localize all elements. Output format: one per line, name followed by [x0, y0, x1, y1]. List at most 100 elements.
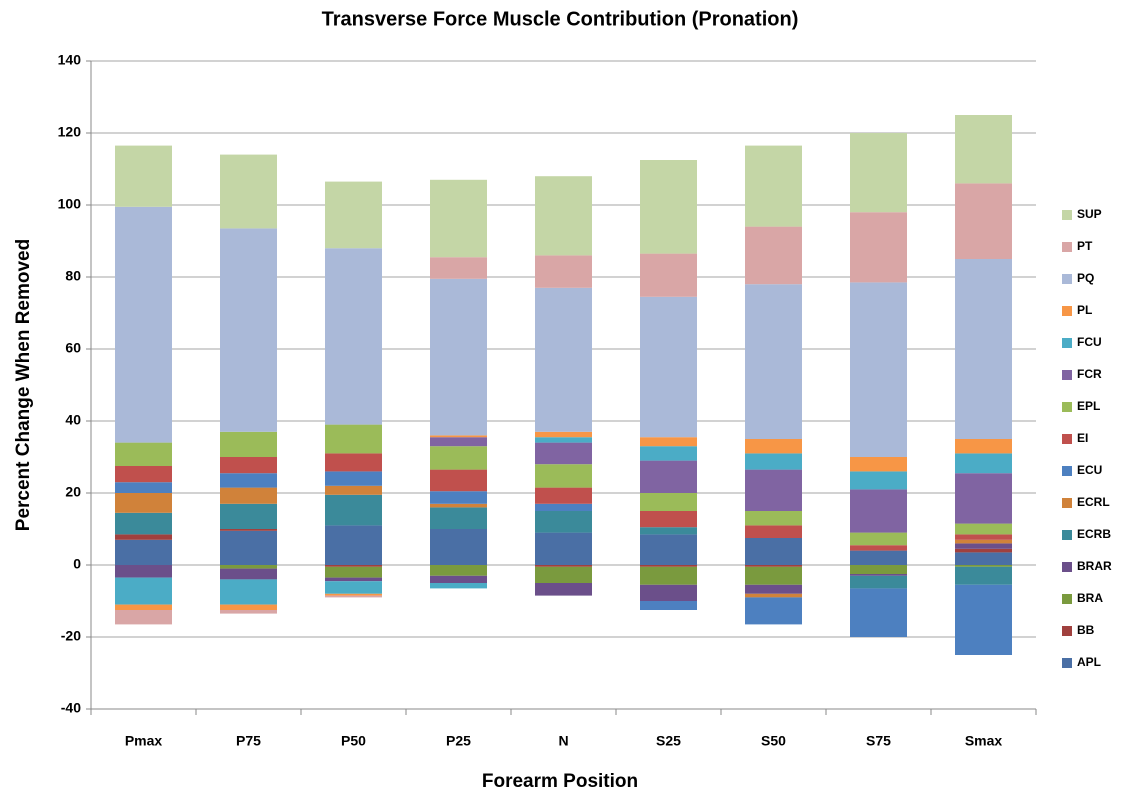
bar-segment: [115, 442, 172, 466]
bar-segment: [955, 453, 1012, 474]
bar-segment: [955, 565, 1012, 567]
bar-segment: [745, 511, 802, 526]
bar-segment: [115, 493, 172, 513]
bar-segment: [325, 485, 382, 495]
bar-segment: [745, 597, 802, 625]
bar-segment: [745, 439, 802, 454]
bar-segment: [115, 577, 172, 605]
y-tick-label: 40: [65, 412, 81, 428]
x-tick-label: P25: [446, 733, 471, 749]
bar-segment: [535, 431, 592, 438]
y-tick-label: 60: [65, 340, 81, 356]
legend-label: PT: [1077, 239, 1093, 253]
bar-segment: [535, 487, 592, 504]
bar-segment: [220, 457, 277, 474]
legend-swatch: [1062, 626, 1072, 636]
bar-segment: [955, 534, 1012, 540]
x-axis-label: Forearm Position: [482, 771, 638, 792]
bar-segment: [325, 595, 382, 598]
bar-segment: [325, 593, 382, 596]
bar-segment: [850, 489, 907, 533]
bar-segment: [430, 179, 487, 258]
legend-swatch: [1062, 434, 1072, 444]
bar-segment: [115, 206, 172, 443]
chart-title: Transverse Force Muscle Contribution (Pr…: [322, 8, 799, 30]
bar-segment: [220, 530, 277, 565]
bar-segment: [745, 538, 802, 565]
x-tick-label: N: [558, 733, 568, 749]
legend-swatch: [1062, 498, 1072, 508]
bar-segment: [115, 539, 172, 565]
bar-segment: [955, 523, 1012, 535]
legend-label: ECRB: [1077, 527, 1111, 541]
bar-segment: [955, 539, 1012, 544]
bar-segment: [745, 593, 802, 598]
bar-segment: [640, 565, 697, 567]
bar-segment: [430, 491, 487, 504]
bar-segment: [745, 525, 802, 538]
legend-swatch: [1062, 274, 1072, 284]
legend-swatch: [1062, 338, 1072, 348]
legend-label: FCU: [1077, 335, 1102, 349]
bar-segment: [955, 543, 1012, 549]
bar-segment: [220, 565, 277, 569]
bar-segment: [325, 581, 382, 594]
bar-segment: [640, 566, 697, 585]
bar-segment: [430, 565, 487, 576]
bar-segment: [955, 115, 1012, 184]
bar-segment: [430, 257, 487, 279]
x-tick-label: S75: [866, 733, 891, 749]
bar-segment: [325, 577, 382, 582]
bar-segment: [220, 228, 277, 432]
bar-segment: [535, 437, 592, 443]
bar-segment: [745, 145, 802, 227]
bar-segment: [955, 548, 1012, 553]
bar-segment: [115, 534, 172, 540]
bar-segment: [535, 511, 592, 533]
bar-segment: [430, 437, 487, 447]
legend-label: ECU: [1077, 463, 1102, 477]
bar-segment: [220, 568, 277, 580]
bar-segment: [220, 579, 277, 605]
bar-segment: [850, 550, 907, 565]
bar-segment: [115, 145, 172, 207]
bar-segment: [535, 287, 592, 432]
bar-segment: [850, 212, 907, 283]
bar-segment: [745, 284, 802, 439]
x-tick-label: P50: [341, 733, 366, 749]
bar-segment: [325, 565, 382, 567]
y-tick-label: 100: [58, 196, 82, 212]
bar-segment: [640, 253, 697, 297]
x-tick-label: S50: [761, 733, 786, 749]
legend-label: ECRL: [1077, 495, 1110, 509]
bar-segment: [640, 460, 697, 493]
y-tick-label: 20: [65, 484, 81, 500]
bar-segment: [535, 583, 592, 596]
legend-swatch: [1062, 466, 1072, 476]
bar-segment: [220, 604, 277, 610]
bar-segment: [640, 601, 697, 610]
legend-label: BB: [1077, 623, 1095, 637]
legend-swatch: [1062, 402, 1072, 412]
y-tick-label: 0: [73, 556, 81, 572]
bar-segment: [430, 469, 487, 492]
bar-segment: [430, 583, 487, 589]
bar-segment: [745, 584, 802, 594]
bar-segment: [640, 437, 697, 447]
bar-segment: [745, 226, 802, 285]
legend-swatch: [1062, 370, 1072, 380]
bar-segment: [535, 442, 592, 465]
bar-segment: [850, 532, 907, 546]
x-tick-label: Smax: [965, 733, 1003, 749]
bar-segment: [640, 446, 697, 461]
bar-segment: [115, 604, 172, 610]
bar-segment: [640, 493, 697, 511]
legend-label: PL: [1077, 303, 1092, 317]
bar-segment: [220, 487, 277, 504]
bar-segment: [745, 453, 802, 470]
y-tick-label: -40: [61, 700, 81, 716]
legend-swatch: [1062, 530, 1072, 540]
bar-segment: [430, 446, 487, 470]
legend-swatch: [1062, 242, 1072, 252]
